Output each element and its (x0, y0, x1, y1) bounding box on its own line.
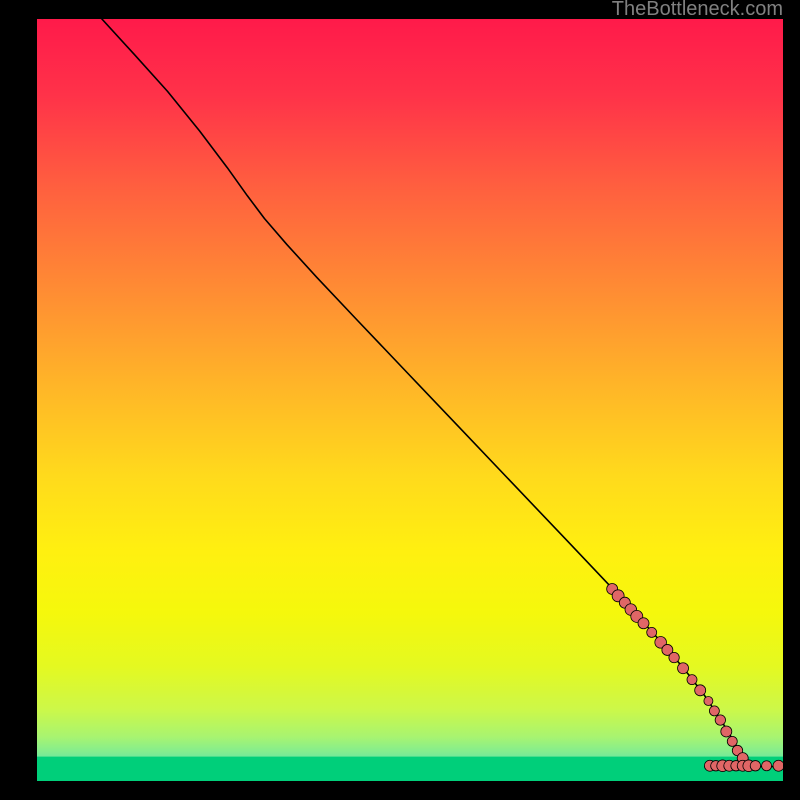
data-marker (647, 627, 657, 637)
data-marker (762, 761, 772, 771)
chart-plot-area (37, 19, 783, 781)
frame-bottom (0, 781, 800, 800)
data-marker (721, 726, 732, 737)
watermark-text: TheBottleneck.com (612, 0, 783, 21)
data-marker (727, 736, 737, 746)
data-marker (773, 760, 783, 771)
data-marker (750, 761, 760, 771)
data-marker (669, 652, 679, 662)
data-marker (709, 706, 719, 716)
data-marker (695, 685, 706, 696)
data-marker (715, 715, 725, 725)
chart-svg (37, 19, 783, 781)
frame-left (0, 0, 37, 800)
data-marker (678, 663, 689, 674)
bottom-band (37, 757, 783, 781)
data-marker (704, 696, 713, 705)
data-marker (638, 618, 649, 629)
gradient-background (37, 19, 783, 781)
frame-right (783, 0, 800, 800)
data-marker (687, 675, 697, 685)
